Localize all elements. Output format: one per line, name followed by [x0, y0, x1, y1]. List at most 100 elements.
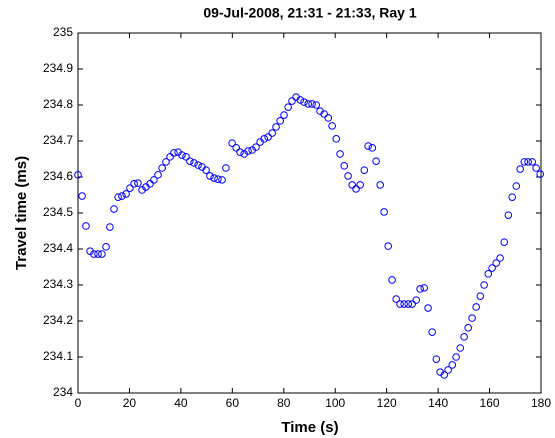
- point: [170, 149, 178, 157]
- point: [78, 192, 86, 200]
- point: [380, 208, 388, 216]
- point: [206, 172, 214, 180]
- point: [404, 300, 413, 308]
- point: [496, 254, 504, 262]
- point: [158, 164, 166, 172]
- point: [186, 157, 194, 165]
- point: [348, 181, 356, 189]
- point: [102, 243, 110, 251]
- point: [376, 181, 385, 189]
- point: [296, 96, 305, 104]
- point: [312, 101, 320, 109]
- point: [476, 292, 485, 300]
- point: [488, 264, 496, 272]
- point: [416, 285, 424, 293]
- point: [264, 133, 272, 141]
- y-tick-label: 234.4: [43, 241, 73, 255]
- point: [468, 314, 476, 322]
- y-tick-label: 234: [53, 385, 73, 399]
- point: [428, 328, 436, 336]
- point: [74, 171, 82, 179]
- point: [368, 144, 377, 152]
- point: [504, 211, 513, 219]
- x-tick-label: 40: [174, 396, 188, 410]
- point: [472, 303, 480, 311]
- point: [236, 148, 244, 156]
- point: [166, 153, 174, 161]
- y-tick-label: 234.5: [43, 205, 73, 219]
- point: [268, 129, 277, 137]
- x-tick-label: 60: [226, 396, 240, 410]
- point: [110, 205, 118, 213]
- point: [356, 181, 364, 189]
- point: [214, 175, 222, 183]
- point: [284, 103, 292, 111]
- point: [448, 361, 457, 369]
- point: [90, 250, 98, 258]
- x-tick-label: 120: [377, 396, 397, 410]
- y-tick-label: 234.1: [43, 349, 73, 363]
- y-tick-label: 235: [53, 25, 73, 39]
- point: [464, 324, 473, 332]
- point: [98, 250, 106, 258]
- point: [396, 300, 404, 308]
- point: [328, 122, 336, 130]
- point: [492, 259, 501, 267]
- x-tick-label: 20: [123, 396, 137, 410]
- point: [134, 179, 142, 187]
- point: [114, 193, 122, 201]
- x-tick-label: 180: [531, 396, 551, 410]
- point: [300, 98, 308, 106]
- point: [332, 135, 341, 143]
- point: [260, 135, 269, 143]
- point: [392, 295, 400, 303]
- point: [118, 192, 126, 200]
- point: [444, 366, 452, 374]
- point: [424, 304, 432, 312]
- x-tick-label: 140: [428, 396, 448, 410]
- point: [280, 111, 288, 119]
- point: [452, 353, 460, 361]
- point: [126, 184, 134, 192]
- point: [202, 166, 210, 174]
- point: [252, 143, 260, 151]
- point: [516, 165, 524, 173]
- y-tick-label: 234.3: [43, 277, 73, 291]
- point: [480, 281, 488, 289]
- point: [520, 158, 529, 166]
- point: [524, 158, 532, 166]
- point: [336, 150, 344, 158]
- point: [94, 250, 102, 258]
- point: [364, 142, 372, 150]
- point: [122, 190, 130, 198]
- point: [500, 238, 509, 246]
- point: [456, 344, 465, 352]
- y-axis-label: Travel time (ms): [13, 156, 30, 270]
- point: [276, 117, 284, 125]
- point: [222, 164, 230, 172]
- point: [210, 174, 218, 182]
- point: [388, 276, 396, 284]
- point: [340, 162, 349, 170]
- x-tick-label: 80: [277, 396, 291, 410]
- point: [308, 100, 316, 108]
- point: [82, 222, 90, 230]
- point: [324, 114, 333, 122]
- x-tick-label: 0: [75, 396, 82, 410]
- chart-title: 09-Jul-2008, 21:31 - 21:33, Ray 1: [203, 5, 416, 21]
- point: [512, 182, 521, 190]
- x-tick-label: 100: [325, 396, 345, 410]
- point: [288, 97, 296, 105]
- point: [162, 158, 170, 166]
- point: [408, 300, 416, 308]
- point: [400, 300, 408, 308]
- point: [432, 355, 441, 363]
- point: [190, 159, 198, 167]
- point: [532, 164, 540, 172]
- point: [146, 180, 154, 188]
- point: [178, 151, 186, 159]
- point: [272, 123, 280, 131]
- point: [228, 139, 236, 147]
